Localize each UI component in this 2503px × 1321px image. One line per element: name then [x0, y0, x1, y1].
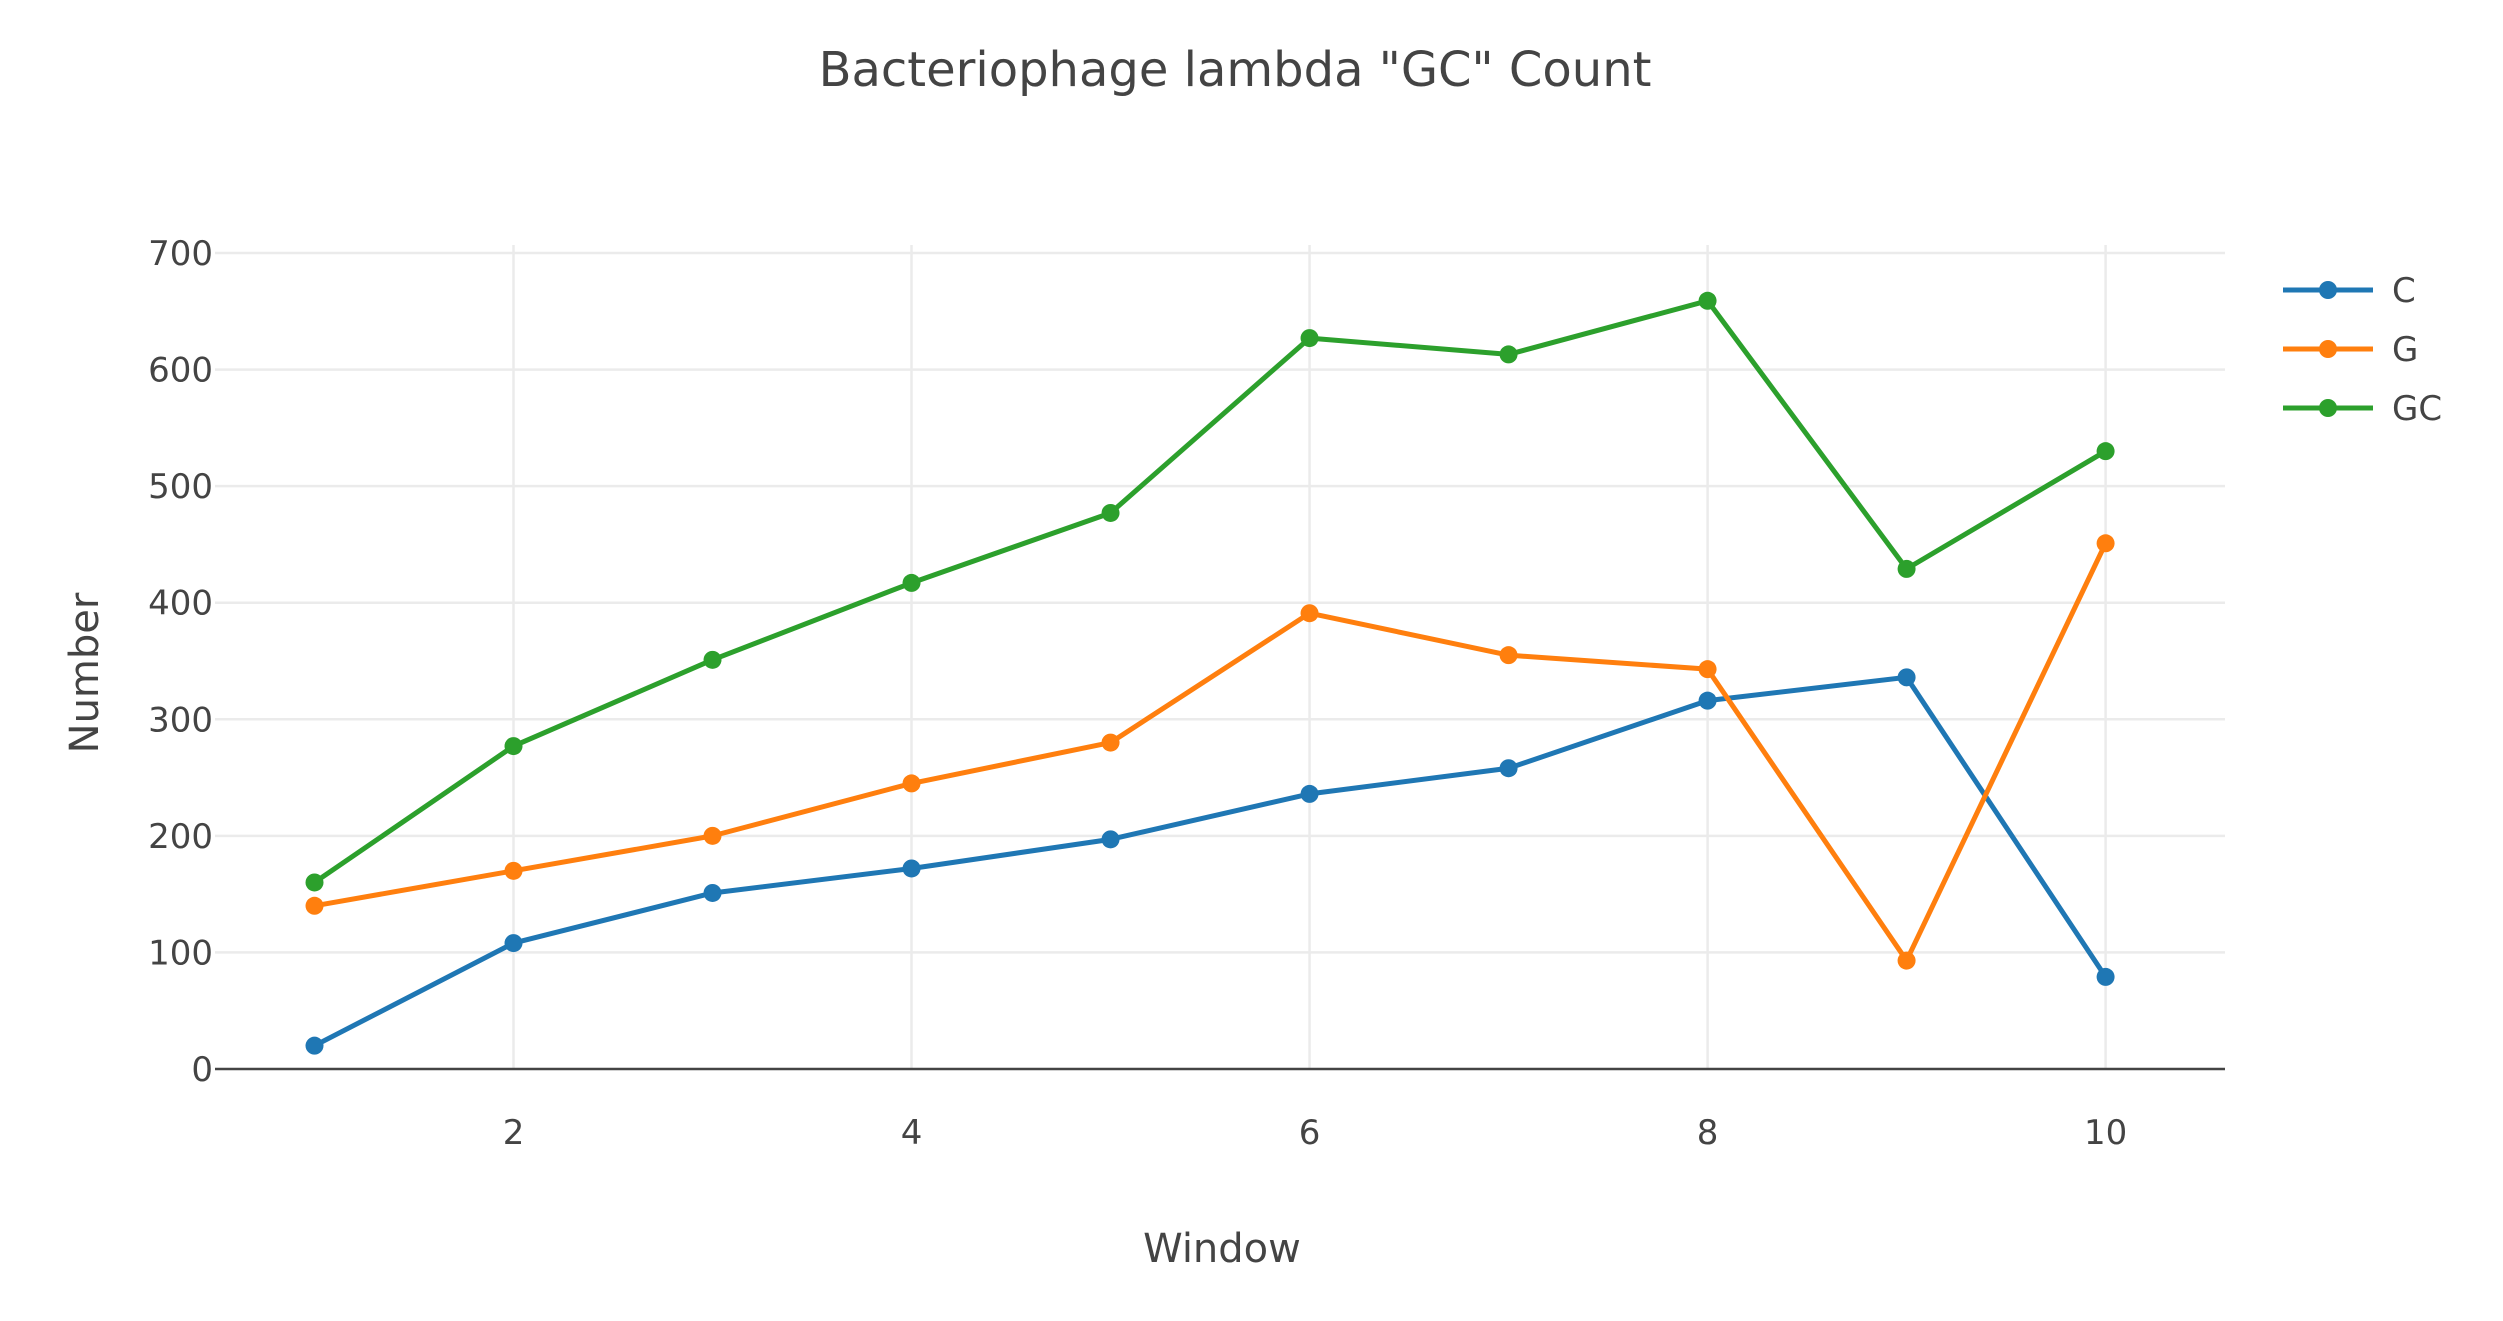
data-point-c[interactable] [2096, 967, 2115, 986]
data-point-g[interactable] [1101, 733, 1120, 752]
x-tick-label: 6 [1299, 1113, 1321, 1153]
series-line-c [312, 674, 2109, 1049]
data-point-g[interactable] [305, 896, 324, 915]
legend-item-c[interactable]: C [2283, 271, 2416, 311]
data-point-c[interactable] [1499, 759, 1518, 778]
legend-item-gc[interactable]: GC [2283, 389, 2442, 429]
series-c [305, 668, 2115, 1055]
legend-label: GC [2392, 389, 2442, 429]
data-point-gc[interactable] [305, 873, 324, 892]
data-point-c[interactable] [504, 934, 523, 953]
legend[interactable]: CG GC [2283, 271, 2442, 429]
data-point-gc[interactable] [1698, 291, 1717, 310]
data-point-gc[interactable] [1499, 345, 1518, 364]
data-point-g[interactable] [902, 774, 921, 793]
data-point-c[interactable] [1300, 784, 1319, 803]
data-point-c[interactable] [703, 883, 722, 902]
chart-title: Bacteriophage lambda "GC" Count [819, 42, 1652, 98]
legend-swatch-marker [2319, 340, 2337, 358]
data-point-gc[interactable] [1897, 559, 1916, 578]
y-tick-label: 0 [191, 1050, 213, 1090]
data-point-g[interactable] [1300, 604, 1319, 623]
series-line-gc [312, 298, 2109, 885]
y-tick-label: 300 [148, 700, 213, 740]
data-point-g[interactable] [703, 826, 722, 845]
legend-swatch-marker [2319, 281, 2337, 299]
x-tick-label: 8 [1697, 1113, 1719, 1153]
series-g [305, 534, 2115, 970]
data-point-g[interactable] [504, 861, 523, 880]
data-point-g[interactable] [1897, 951, 1916, 970]
data-point-c[interactable] [1101, 830, 1120, 849]
x-tick-label: 4 [901, 1113, 923, 1153]
data-point-gc[interactable] [902, 573, 921, 592]
x-tick-label: 10 [2084, 1113, 2127, 1153]
data-point-gc[interactable] [504, 737, 523, 756]
y-tick-label: 500 [148, 467, 213, 507]
legend-label: G [2392, 330, 2418, 370]
x-tick-label: 2 [503, 1113, 525, 1153]
legend-swatch-marker [2319, 399, 2337, 417]
y-axis-title: Number [62, 592, 108, 753]
x-axis-title: Window [1143, 1226, 1301, 1272]
grid-lines [215, 245, 2225, 1069]
y-tick-label: 100 [148, 933, 213, 973]
data-point-c[interactable] [305, 1036, 324, 1055]
y-tick-label: 600 [148, 351, 213, 391]
series-lines [305, 291, 2115, 1055]
data-point-c[interactable] [1897, 668, 1916, 687]
legend-item-g[interactable]: G [2283, 330, 2418, 370]
data-point-gc[interactable] [1101, 503, 1120, 522]
series-gc [305, 291, 2115, 892]
data-point-g[interactable] [1698, 660, 1717, 679]
data-point-g[interactable] [2096, 534, 2115, 553]
data-point-c[interactable] [902, 859, 921, 878]
y-tick-label: 200 [148, 817, 213, 857]
data-point-gc[interactable] [2096, 442, 2115, 461]
data-point-gc[interactable] [1300, 329, 1319, 348]
data-point-g[interactable] [1499, 646, 1518, 665]
y-tick-label: 400 [148, 584, 213, 624]
series-line-g [312, 540, 2109, 964]
data-point-gc[interactable] [703, 650, 722, 669]
data-point-c[interactable] [1698, 691, 1717, 710]
y-tick-label: 700 [148, 234, 213, 274]
legend-label: C [2392, 271, 2416, 311]
